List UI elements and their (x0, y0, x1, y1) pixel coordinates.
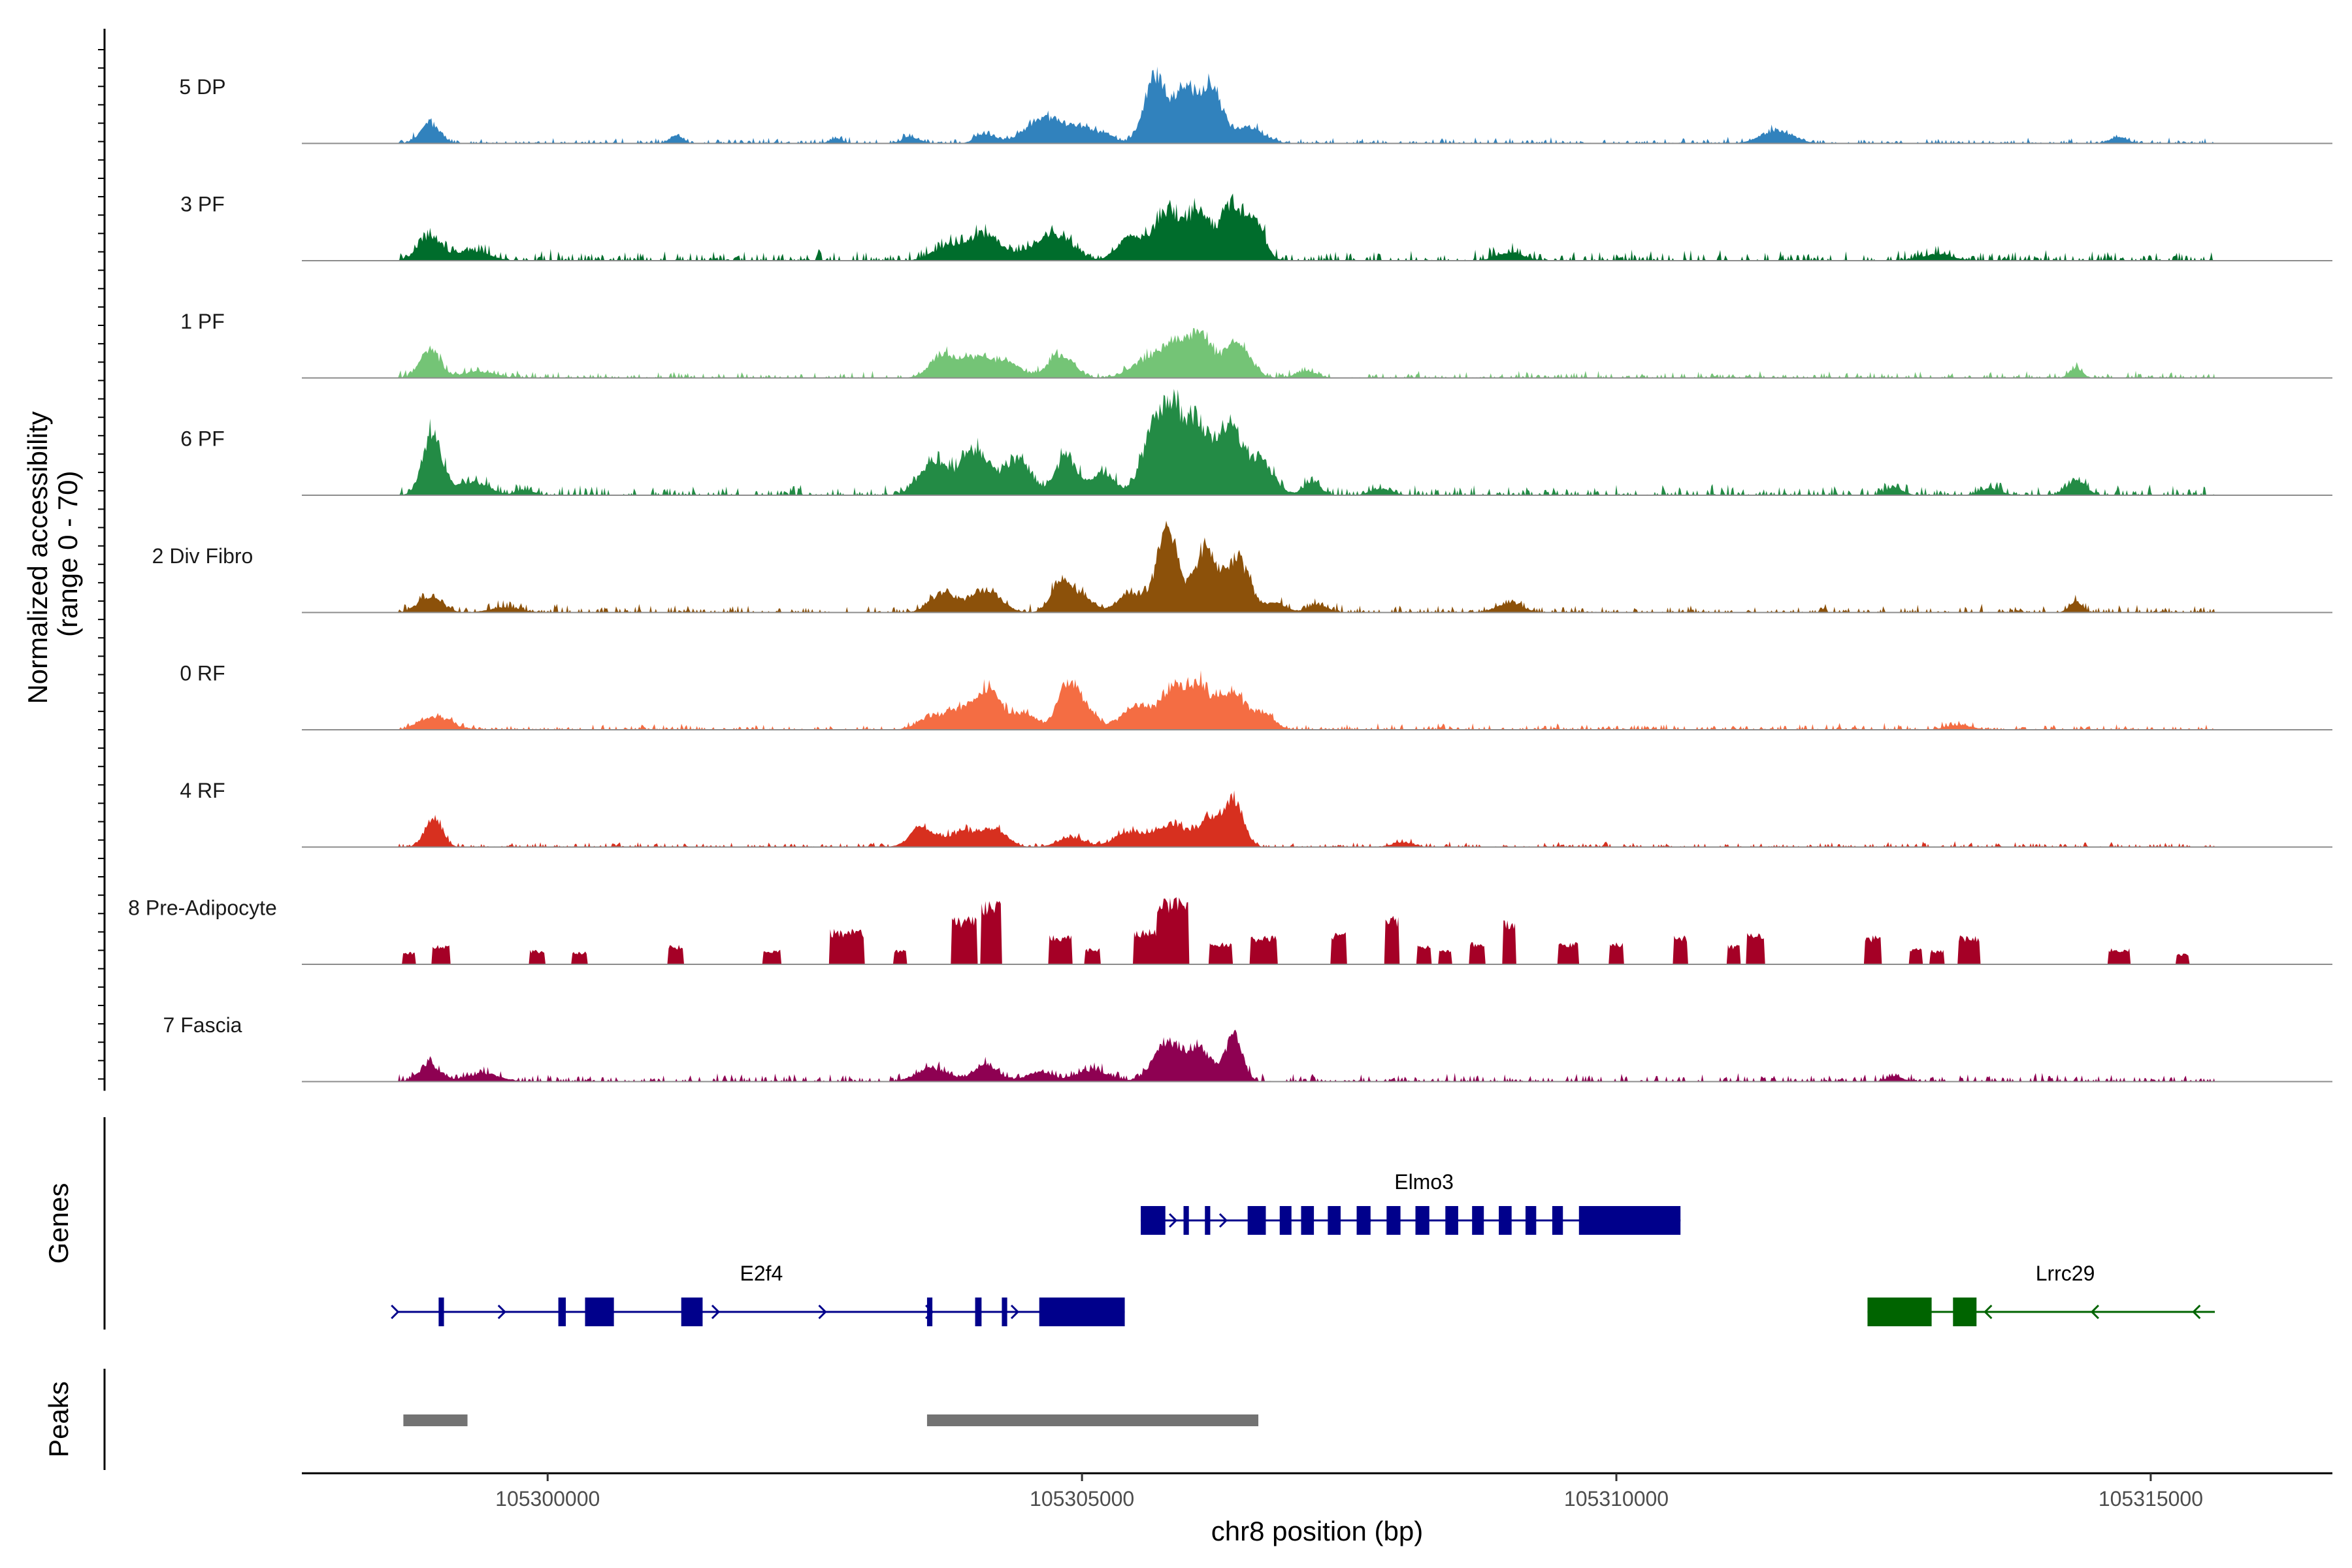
coverage-area-8-pre-adipocyte (398, 897, 2215, 964)
x-tick-label: 105300000 (495, 1487, 600, 1511)
track-label: 6 PF (180, 427, 225, 451)
track-label: 7 Fascia (163, 1013, 242, 1037)
gene-exon (1472, 1206, 1484, 1235)
strand-arrow (1010, 1304, 1020, 1320)
gene-exon (558, 1298, 566, 1326)
coverage-track-8: 7 Fascia (163, 1013, 2332, 1083)
strand-arrow (2090, 1304, 2100, 1320)
strand-arrow (391, 1304, 400, 1320)
gene-exon (1328, 1206, 1341, 1235)
gene-exon (1525, 1206, 1537, 1235)
track-label: 4 RF (180, 779, 225, 802)
gene-label: Lrrc29 (2036, 1262, 2095, 1285)
genes-track-title: Genes (43, 1183, 74, 1264)
gene-lrrc29: Lrrc29 (1867, 1262, 2215, 1326)
x-axis-title: chr8 position (bp) (1211, 1516, 1424, 1546)
gene-exon (1552, 1206, 1563, 1235)
coverage-tracks: 5 DP 3 PF 1 PF 6 PF 2 Div Fibro 0 RF 4 RF 8 Pre… (128, 66, 2332, 1083)
coverage-area-4-rf (398, 790, 2215, 847)
strand-arrow (1218, 1213, 1228, 1228)
track-label: 0 RF (180, 662, 225, 685)
coverage-area-6-pf (398, 389, 2215, 495)
gene-exon (1953, 1298, 1977, 1326)
strand-arrow (711, 1304, 721, 1320)
peak-region (403, 1414, 468, 1426)
coverage-track-0: 5 DP (179, 66, 2332, 144)
gene-exon (1002, 1298, 1007, 1326)
y-axis-title-line-2: (range 0 - 70) (52, 471, 83, 637)
x-tick-label: 105310000 (1564, 1487, 1669, 1511)
peak-region (926, 1414, 1259, 1426)
gene-exon (438, 1298, 444, 1326)
coverage-y-axis: Normalized accessibility (range 0 - 70) (22, 29, 106, 1091)
strand-arrow (1169, 1213, 1178, 1228)
coverage-track-6: 4 RF (180, 779, 2332, 848)
x-tick-label: 105315000 (2099, 1487, 2203, 1511)
peaks-track: Peaks (43, 1369, 1259, 1470)
gene-elmo3: Elmo3 (1141, 1170, 1681, 1235)
coverage-track-2: 1 PF (180, 310, 2332, 379)
coverage-area-3-pf (398, 193, 2215, 261)
strand-arrow (2192, 1304, 2201, 1320)
x-tick-label: 105305000 (1030, 1487, 1134, 1511)
gene-exon (1039, 1298, 1125, 1326)
coverage-area-1-pf (398, 328, 2215, 378)
gene-exon (681, 1298, 703, 1326)
gene-exon (1578, 1206, 1681, 1235)
strand-arrow (497, 1304, 506, 1320)
coverage-area-5-dp (398, 66, 2215, 144)
gene-exon (1415, 1206, 1429, 1235)
track-label: 8 Pre-Adipocyte (128, 896, 277, 920)
gene-exon (1301, 1206, 1315, 1235)
gene-exon (1386, 1206, 1401, 1235)
track-label: 2 Div Fibro (152, 544, 253, 568)
gene-e2f4: E2f4 (391, 1262, 1125, 1326)
gene-exon (585, 1298, 614, 1326)
gene-exon (1445, 1206, 1458, 1235)
coverage-area-7-fascia (398, 1030, 2215, 1082)
coverage-area-0-rf (398, 670, 2215, 730)
gene-exon (1867, 1298, 1932, 1326)
gene-exon (1205, 1206, 1211, 1235)
y-axis-title: Normalized accessibility (range 0 - 70) (22, 404, 83, 704)
gene-exon (1279, 1206, 1292, 1235)
coverage-track-7: 8 Pre-Adipocyte (128, 896, 2332, 965)
gene-exon (975, 1298, 982, 1326)
gene-exon (1247, 1206, 1266, 1235)
gene-exon (1499, 1206, 1512, 1235)
strand-arrow (1363, 1213, 1372, 1228)
gene-exon (1141, 1206, 1166, 1235)
strand-arrow (818, 1304, 827, 1320)
gene-label: E2f4 (740, 1262, 783, 1285)
x-axis: chr8 position (bp) 105300000 105305000 105… (302, 1472, 2332, 1546)
strand-arrow (1984, 1304, 1993, 1320)
coverage-track-4: 2 Div Fibro (152, 520, 2332, 613)
track-label: 1 PF (180, 310, 225, 333)
track-label: 3 PF (180, 193, 225, 216)
gene-exon (1356, 1206, 1371, 1235)
track-label: 5 DP (179, 75, 225, 99)
peaks-track-title: Peaks (43, 1381, 74, 1458)
coverage-track-5: 0 RF (180, 662, 2332, 730)
gene-exon (926, 1298, 933, 1326)
strand-arrow (925, 1304, 934, 1320)
gene-exon (1183, 1206, 1189, 1235)
y-axis-title-line-1: Normalized accessibility (22, 412, 53, 704)
coverage-track-1: 3 PF (180, 193, 2332, 261)
coverage-area-2-div-fibro (398, 520, 2215, 613)
coverage-track-3: 6 PF (180, 389, 2332, 496)
genes-track: Genes E2f4 Elmo3 Lrrc29 (43, 1117, 2215, 1330)
gene-label: Elmo3 (1394, 1170, 1454, 1194)
